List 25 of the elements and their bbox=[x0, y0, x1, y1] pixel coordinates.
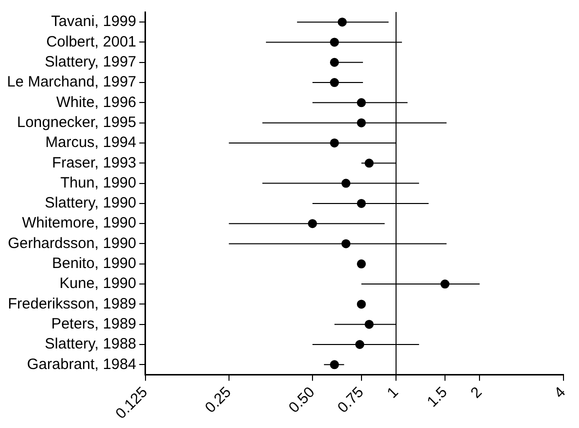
y-tick-label: Kune, 1990 bbox=[60, 275, 136, 292]
x-tick-label: 0.50 bbox=[286, 384, 318, 416]
y-tick-label: Gerhardsson, 1990 bbox=[8, 234, 136, 252]
y-tick-label: Frederiksson, 1989 bbox=[8, 295, 136, 312]
y-tick-label: Slattery, 1988 bbox=[44, 336, 136, 353]
x-tick-label: 2 bbox=[468, 384, 486, 402]
y-tick-label: Slattery, 1990 bbox=[44, 194, 136, 212]
y-tick-label: Garabrant, 1984 bbox=[27, 356, 136, 373]
x-tick-label: 1 bbox=[384, 384, 402, 402]
y-tick-label: Whitemore, 1990 bbox=[22, 214, 136, 232]
x-tick-label: 0.25 bbox=[202, 384, 235, 416]
y-tick-label: Benito, 1990 bbox=[52, 255, 136, 272]
y-tick-label: Slattery, 1997 bbox=[44, 54, 136, 71]
x-tick-label: 4 bbox=[551, 384, 570, 402]
y-tick-label: White, 1996 bbox=[56, 94, 136, 111]
y-tick-label: Marcus, 1994 bbox=[45, 134, 136, 152]
x-tick-label: 1.5 bbox=[424, 384, 451, 411]
y-tick-label: Tavani, 1999 bbox=[51, 13, 136, 30]
y-tick-label: Peters, 1989 bbox=[51, 315, 136, 332]
y-tick-label: Thun, 1990 bbox=[60, 174, 136, 192]
y-tick-label: Fraser, 1993 bbox=[52, 154, 136, 172]
x-tick-label: 0.75 bbox=[334, 384, 368, 416]
y-tick-label: Le Marchand, 1997 bbox=[6, 74, 136, 91]
y-tick-label: Colbert, 2001 bbox=[46, 33, 136, 50]
y-tick-label: Longnecker, 1995 bbox=[16, 114, 136, 131]
